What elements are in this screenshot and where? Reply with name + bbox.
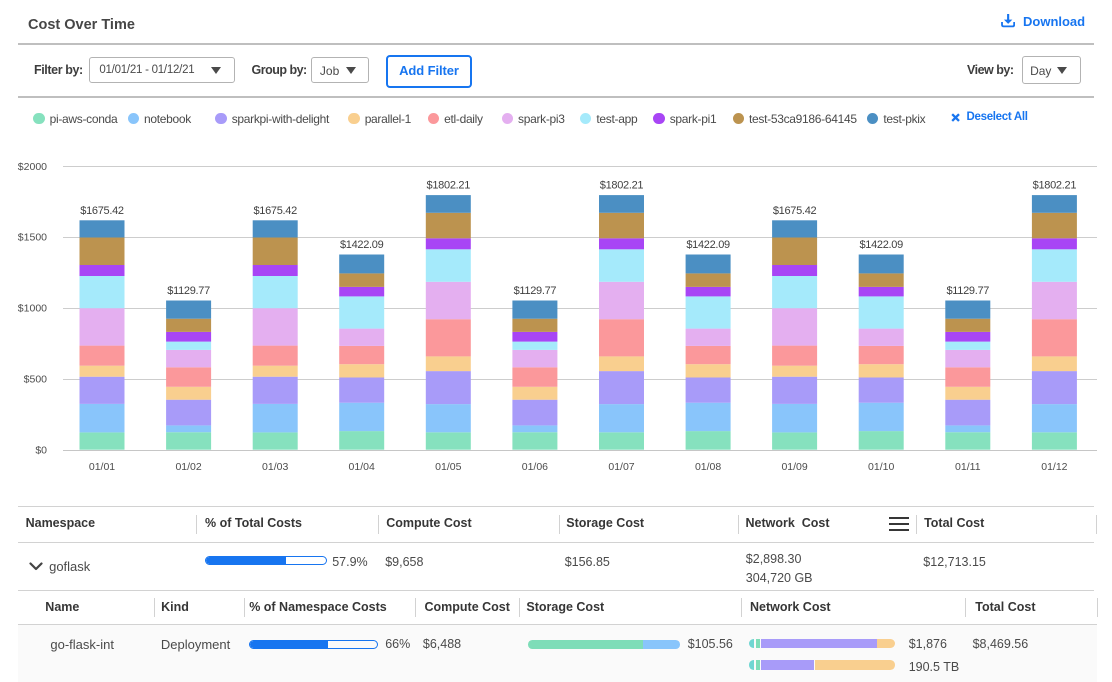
svg-text:01/08: 01/08 — [695, 461, 721, 473]
svg-text:01/01: 01/01 — [89, 461, 115, 473]
svg-text:$1422.09: $1422.09 — [340, 239, 384, 251]
svg-text:$2000: $2000 — [18, 161, 47, 173]
svg-text:$1422.09: $1422.09 — [686, 239, 730, 251]
svg-text:$1500: $1500 — [18, 232, 47, 244]
svg-text:$1129.77: $1129.77 — [514, 285, 557, 297]
svg-text:$1675.42: $1675.42 — [80, 205, 124, 217]
svg-text:01/12: 01/12 — [1041, 461, 1067, 473]
svg-text:$0: $0 — [35, 444, 47, 456]
svg-text:01/10: 01/10 — [868, 461, 894, 473]
svg-text:01/09: 01/09 — [781, 461, 807, 473]
svg-text:$1802.21: $1802.21 — [1033, 180, 1077, 192]
svg-text:01/03: 01/03 — [262, 461, 288, 473]
svg-text:$1129.77: $1129.77 — [167, 285, 210, 297]
svg-text:01/07: 01/07 — [608, 461, 634, 473]
svg-text:$1802.21: $1802.21 — [427, 180, 471, 192]
svg-text:$1675.42: $1675.42 — [253, 205, 297, 217]
svg-text:01/02: 01/02 — [175, 461, 201, 473]
svg-text:$1802.21: $1802.21 — [600, 180, 644, 192]
svg-text:$1422.09: $1422.09 — [859, 239, 903, 251]
svg-text:$1000: $1000 — [18, 303, 47, 315]
svg-text:01/04: 01/04 — [349, 461, 375, 473]
svg-text:$1675.42: $1675.42 — [773, 205, 817, 217]
svg-text:01/11: 01/11 — [955, 461, 981, 473]
svg-text:01/06: 01/06 — [522, 461, 548, 473]
svg-text:01/05: 01/05 — [435, 461, 461, 473]
svg-text:$500: $500 — [24, 374, 48, 386]
svg-text:$1129.77: $1129.77 — [946, 285, 989, 297]
